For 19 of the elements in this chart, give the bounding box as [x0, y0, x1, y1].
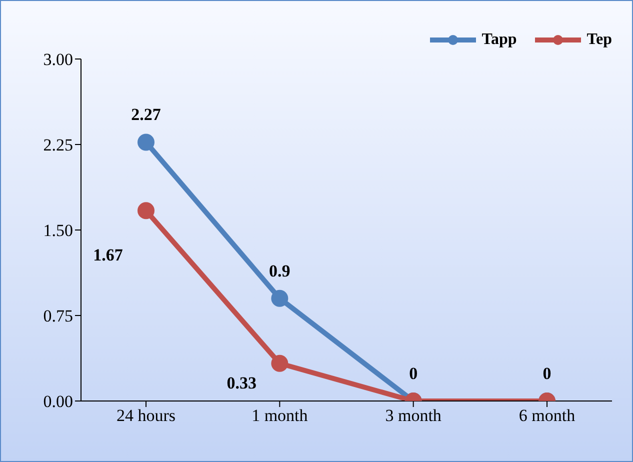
y-tick-label: 2.25	[43, 136, 73, 155]
y-tick-label: 0.00	[43, 392, 73, 412]
data-label: 1.67	[93, 246, 124, 265]
data-label: 0.33	[226, 373, 257, 392]
data-label: 0	[542, 364, 552, 383]
data-label: 0	[409, 364, 418, 383]
y-tick-label: 3.00	[43, 50, 73, 70]
legend-label: Tapp	[482, 31, 517, 49]
y-tick-label: 1.50	[43, 221, 73, 240]
legend-label: Tep	[586, 31, 612, 49]
x-tick-label: 1 month	[252, 406, 308, 426]
data-label: 0.9	[269, 261, 290, 280]
data-label: 2.27	[131, 105, 162, 124]
x-tick-label: 6 month	[518, 406, 576, 426]
point	[138, 134, 154, 151]
x-tick-label: 24 hours	[116, 406, 176, 426]
x-tick-label: 3 month	[385, 406, 442, 426]
y-tick-label: 0.75	[43, 306, 73, 326]
point	[138, 202, 154, 220]
